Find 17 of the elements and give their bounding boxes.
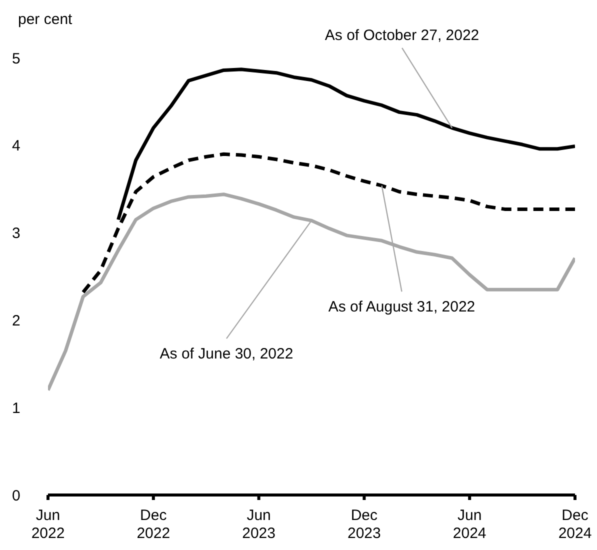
- x-tick-label: Dec 2022: [136, 507, 170, 542]
- x-tick-label: Jun 2022: [31, 507, 65, 542]
- x-tick-label: Jun 2024: [452, 507, 486, 542]
- y-tick-label: 2: [12, 312, 20, 330]
- annotation: As of August 31, 2022: [328, 298, 476, 316]
- x-tick-label: Jun 2023: [242, 507, 276, 542]
- y-tick-label: 0: [12, 487, 20, 504]
- y-tick-label: 5: [12, 50, 20, 68]
- annotation: As of October 27, 2022: [324, 26, 480, 44]
- y-axis-title: per cent: [18, 11, 74, 28]
- x-tick-label: Dec 2023: [348, 507, 381, 542]
- line-series: [48, 192, 575, 392]
- y-tick-label: 3: [12, 225, 20, 242]
- y-tick-label: 4: [12, 138, 20, 155]
- x-tick-label: Dec 2024: [558, 507, 592, 542]
- y-tick-label: 1: [12, 400, 20, 417]
- annotation: As of June 30, 2022: [160, 346, 294, 363]
